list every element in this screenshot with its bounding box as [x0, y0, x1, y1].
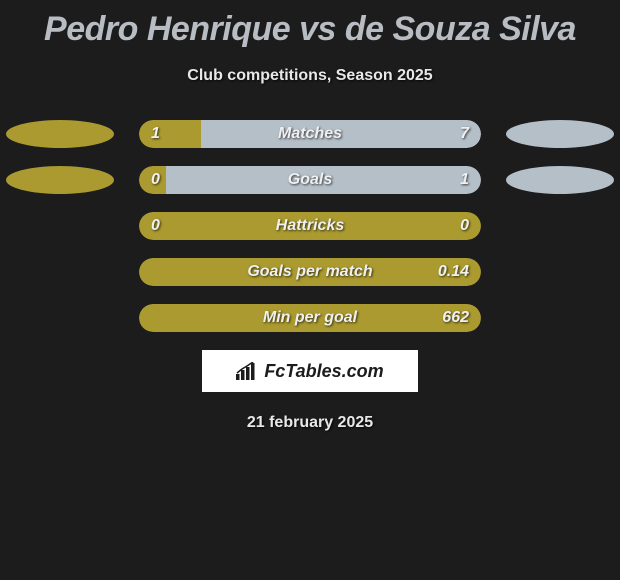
stat-bar: 1 7 Matches	[139, 120, 481, 148]
stat-row: 662 Min per goal	[0, 304, 620, 332]
stat-bar: 0.14 Goals per match	[139, 258, 481, 286]
stat-label: Goals	[288, 171, 332, 189]
player-right-marker	[506, 120, 614, 148]
stat-bar: 0 0 Hattricks	[139, 212, 481, 240]
stat-value-right: 0	[460, 217, 469, 235]
player-right-marker	[506, 166, 614, 194]
stat-value-left: 0	[151, 171, 160, 189]
stat-row: 0 0 Hattricks	[0, 212, 620, 240]
stat-value-right: 0.14	[438, 263, 469, 281]
stat-row: 0 1 Goals	[0, 166, 620, 194]
stat-value-right: 1	[460, 171, 469, 189]
stat-value-right: 7	[460, 125, 469, 143]
comparison-chart: 1 7 Matches 0 1 Goals 0 0 Hattricks 0.14 Goals per…	[0, 120, 620, 332]
footer-date: 21 february 2025	[0, 414, 620, 432]
fctables-logo: FcTables.com	[202, 350, 418, 392]
logo-text: FcTables.com	[264, 361, 383, 382]
player-left-marker	[6, 166, 114, 194]
stat-value-right: 662	[442, 309, 469, 327]
stat-label: Hattricks	[276, 217, 344, 235]
stat-row: 0.14 Goals per match	[0, 258, 620, 286]
comparison-title: Pedro Henrique vs de Souza Silva	[0, 0, 620, 49]
stat-label: Min per goal	[263, 309, 357, 327]
comparison-subtitle: Club competitions, Season 2025	[0, 67, 620, 85]
stat-label: Goals per match	[247, 263, 372, 281]
bar-left-fill	[139, 120, 201, 148]
bar-chart-icon	[236, 362, 258, 380]
stat-label: Matches	[278, 125, 342, 143]
player-left-marker	[6, 120, 114, 148]
stat-value-left: 1	[151, 125, 160, 143]
stat-value-left: 0	[151, 217, 160, 235]
stat-row: 1 7 Matches	[0, 120, 620, 148]
stat-bar: 662 Min per goal	[139, 304, 481, 332]
stat-bar: 0 1 Goals	[139, 166, 481, 194]
